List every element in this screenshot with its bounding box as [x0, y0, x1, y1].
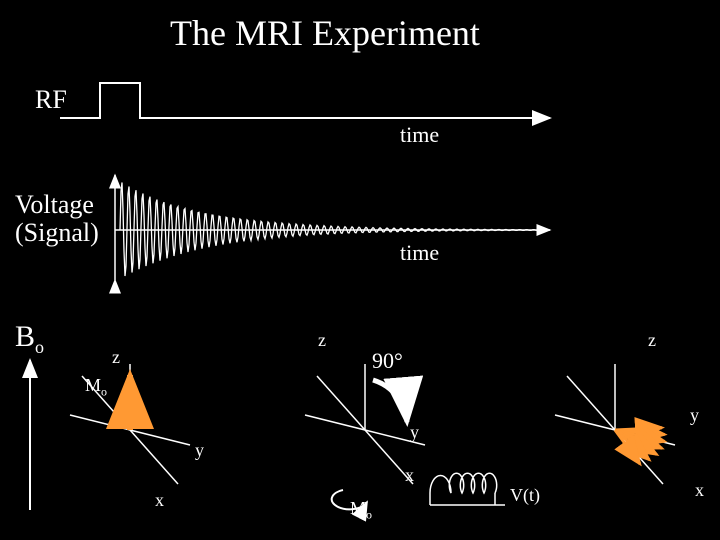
diagram-3 — [0, 0, 720, 540]
d3-x: x — [695, 480, 704, 501]
d3-z: z — [648, 330, 656, 351]
d3-y: y — [690, 405, 699, 426]
